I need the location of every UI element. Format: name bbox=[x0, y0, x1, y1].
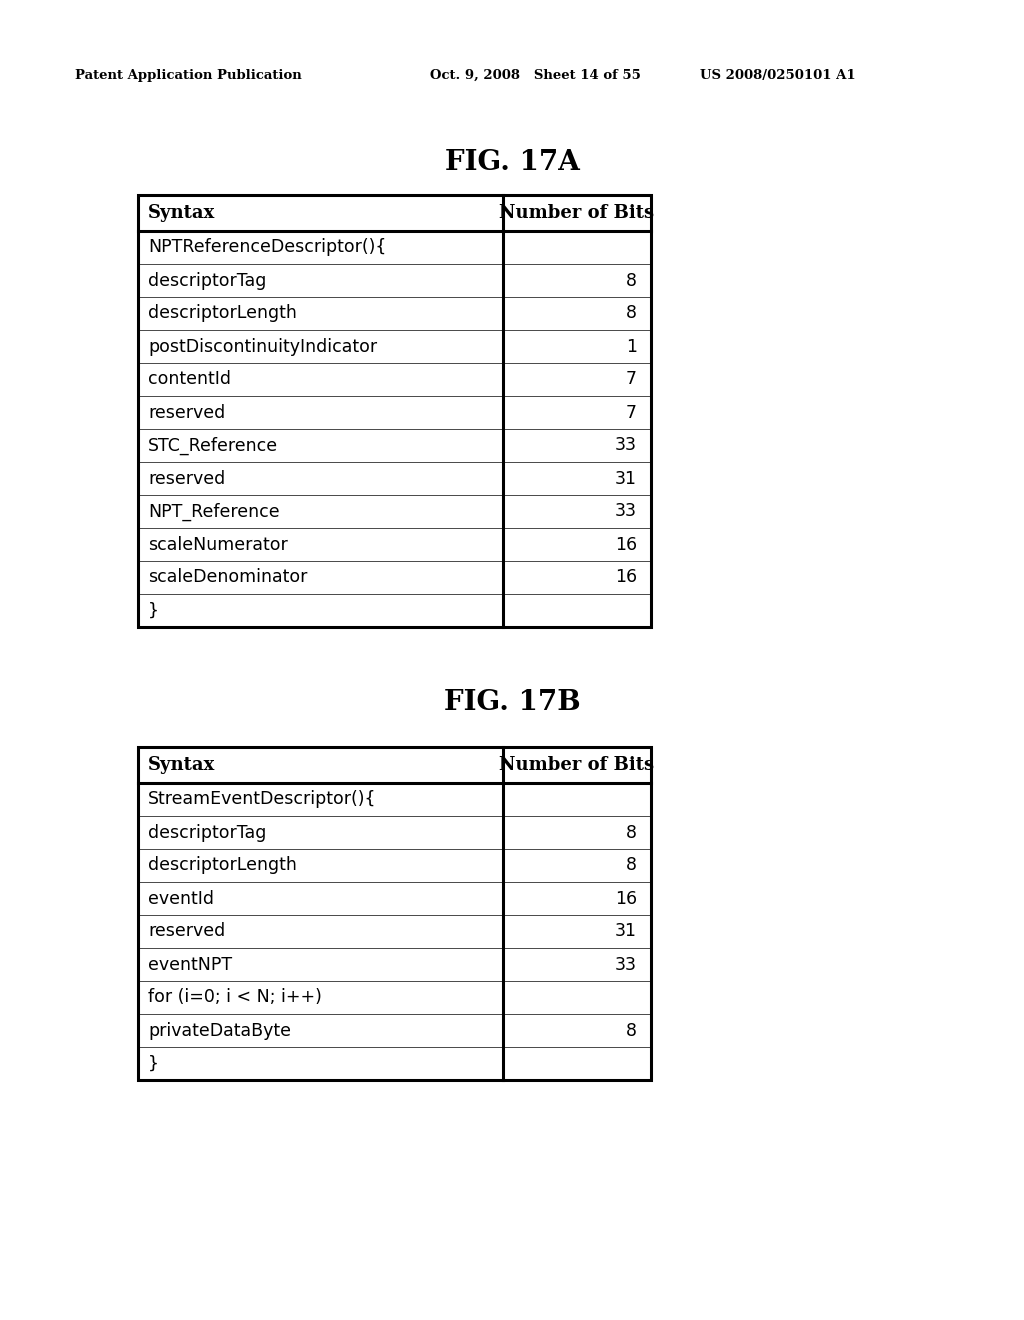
Text: Syntax: Syntax bbox=[148, 205, 215, 222]
Text: 16: 16 bbox=[614, 536, 637, 553]
Text: 31: 31 bbox=[615, 470, 637, 487]
Text: 16: 16 bbox=[614, 569, 637, 586]
Text: 16: 16 bbox=[614, 890, 637, 908]
Text: Patent Application Publication: Patent Application Publication bbox=[75, 69, 302, 82]
Text: eventNPT: eventNPT bbox=[148, 956, 232, 974]
Text: 8: 8 bbox=[626, 857, 637, 874]
Text: FIG. 17A: FIG. 17A bbox=[444, 149, 580, 177]
Bar bbox=[138, 195, 651, 627]
Text: reserved: reserved bbox=[148, 404, 225, 421]
Text: Number of Bits: Number of Bits bbox=[500, 205, 654, 222]
Text: NPTReferenceDescriptor(){: NPTReferenceDescriptor(){ bbox=[148, 239, 386, 256]
Text: 33: 33 bbox=[615, 956, 637, 974]
Text: US 2008/0250101 A1: US 2008/0250101 A1 bbox=[700, 69, 856, 82]
Text: reserved: reserved bbox=[148, 923, 225, 940]
Text: STC_Reference: STC_Reference bbox=[148, 437, 279, 454]
Text: 31: 31 bbox=[615, 923, 637, 940]
Text: 33: 33 bbox=[615, 503, 637, 520]
Text: eventId: eventId bbox=[148, 890, 214, 908]
Text: descriptorTag: descriptorTag bbox=[148, 824, 266, 842]
Text: scaleNumerator: scaleNumerator bbox=[148, 536, 288, 553]
Text: 7: 7 bbox=[626, 371, 637, 388]
Text: FIG. 17B: FIG. 17B bbox=[443, 689, 581, 715]
Text: descriptorTag: descriptorTag bbox=[148, 272, 266, 289]
Text: Number of Bits: Number of Bits bbox=[500, 756, 654, 774]
Text: 7: 7 bbox=[626, 404, 637, 421]
Text: contentId: contentId bbox=[148, 371, 231, 388]
Text: descriptorLength: descriptorLength bbox=[148, 305, 297, 322]
Text: NPT_Reference: NPT_Reference bbox=[148, 503, 280, 520]
Text: for (i=0; i < N; i++): for (i=0; i < N; i++) bbox=[148, 989, 322, 1006]
Text: privateDataByte: privateDataByte bbox=[148, 1022, 291, 1040]
Text: }: } bbox=[148, 1055, 159, 1072]
Text: postDiscontinuityIndicator: postDiscontinuityIndicator bbox=[148, 338, 377, 355]
Text: descriptorLength: descriptorLength bbox=[148, 857, 297, 874]
Text: Oct. 9, 2008   Sheet 14 of 55: Oct. 9, 2008 Sheet 14 of 55 bbox=[430, 69, 641, 82]
Text: 33: 33 bbox=[615, 437, 637, 454]
Bar bbox=[138, 747, 651, 1080]
Text: 1: 1 bbox=[626, 338, 637, 355]
Text: }: } bbox=[148, 602, 159, 619]
Text: 8: 8 bbox=[626, 305, 637, 322]
Text: 8: 8 bbox=[626, 824, 637, 842]
Text: Syntax: Syntax bbox=[148, 756, 215, 774]
Text: scaleDenominator: scaleDenominator bbox=[148, 569, 307, 586]
Text: reserved: reserved bbox=[148, 470, 225, 487]
Text: 8: 8 bbox=[626, 1022, 637, 1040]
Text: StreamEventDescriptor(){: StreamEventDescriptor(){ bbox=[148, 791, 377, 808]
Text: 8: 8 bbox=[626, 272, 637, 289]
